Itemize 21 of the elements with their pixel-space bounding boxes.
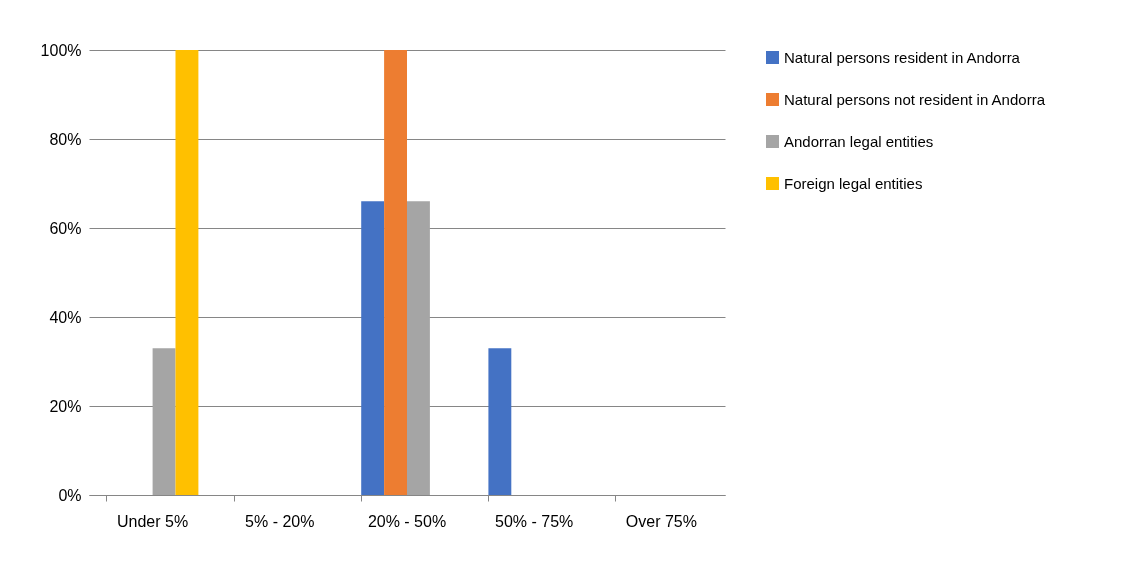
y-tick-label: 100% xyxy=(40,41,82,59)
y-tick-label: 80% xyxy=(49,130,82,148)
y-tick-label: 20% xyxy=(49,397,82,415)
bar xyxy=(361,201,385,495)
x-tick-label: 5% - 20% xyxy=(245,512,315,530)
bar xyxy=(384,50,407,495)
x-tick-label: 20% - 50% xyxy=(367,512,447,530)
legend-label: Natural persons not resident in Andorra xyxy=(784,90,1046,108)
legend-label: Natural persons resident in Andorra xyxy=(784,48,1021,66)
y-tick-label: 60% xyxy=(49,219,82,237)
legend-label: Foreign legal entities xyxy=(784,174,923,192)
x-tick-label: Under 5% xyxy=(117,512,189,530)
x-tick-label: Over 75% xyxy=(625,512,697,530)
x-tick-label: 50% - 75% xyxy=(495,512,574,530)
legend-label: Andorran legal entities xyxy=(784,132,934,150)
y-tick-label: 0% xyxy=(58,486,82,504)
y-tick-label: 40% xyxy=(49,308,82,326)
bar xyxy=(175,50,199,495)
bar xyxy=(152,348,176,495)
bar xyxy=(488,348,512,495)
bar xyxy=(407,201,430,495)
